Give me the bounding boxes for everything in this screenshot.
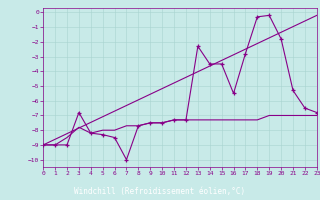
- Text: Windchill (Refroidissement éolien,°C): Windchill (Refroidissement éolien,°C): [75, 187, 245, 196]
